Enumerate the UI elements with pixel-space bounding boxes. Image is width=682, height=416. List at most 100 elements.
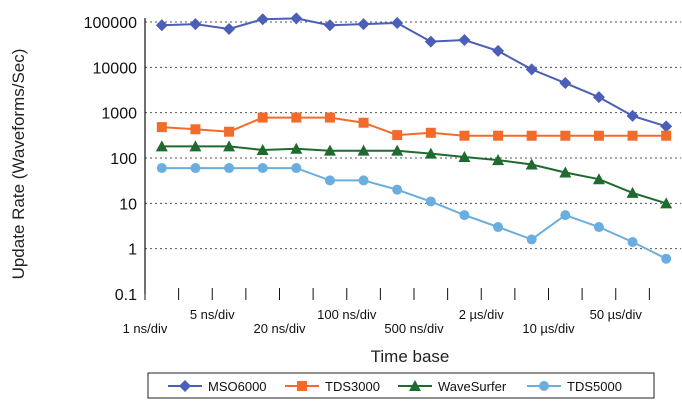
data-point — [425, 196, 436, 207]
data-point — [539, 381, 549, 391]
data-point — [224, 126, 235, 137]
data-point — [223, 140, 236, 152]
x-tick-labels: 1 ns/div 5 ns/div 20 ns/div 100 ns/div 500 n… — [123, 307, 643, 336]
data-point — [592, 91, 605, 104]
y-tick-label: 100000 — [84, 15, 137, 32]
x-tick-label: 1 ns/div — [123, 321, 168, 336]
legend-label: WaveSurfer — [438, 379, 507, 394]
data-point — [660, 197, 673, 209]
legend-item-tds5000: TDS5000 — [527, 379, 622, 394]
data-point — [357, 144, 370, 156]
x-tick-label: 50 µs/div — [590, 307, 643, 322]
data-point — [493, 130, 504, 141]
legend: MSO6000 TDS3000 WaveSurfer TDS5000 — [147, 372, 655, 399]
series-line — [161, 116, 667, 137]
legend-item-mso6000: MSO6000 — [168, 379, 267, 394]
data-point — [458, 151, 471, 163]
series-tds5000 — [156, 163, 672, 264]
data-point — [459, 210, 470, 221]
data-point — [358, 175, 369, 186]
data-point — [424, 35, 437, 48]
data-point — [179, 380, 191, 392]
data-point — [323, 19, 336, 32]
series-line — [161, 167, 667, 260]
series-line — [161, 145, 667, 205]
y-tick-label: 1000 — [101, 106, 137, 123]
data-point — [493, 222, 504, 233]
data-point — [661, 130, 672, 141]
axes — [144, 18, 650, 300]
series-mso6000 — [155, 12, 673, 133]
y-tick-label: 10 — [119, 196, 137, 213]
data-point — [593, 130, 604, 141]
x-tick-label: 5 ns/div — [190, 307, 235, 322]
x-tick-label: 10 µs/div — [522, 321, 575, 336]
x-tick-label: 500 ns/div — [384, 321, 444, 336]
y-gridlines — [145, 21, 681, 250]
data-point — [559, 166, 572, 178]
data-point — [425, 127, 436, 138]
legend-item-tds3000: TDS3000 — [285, 379, 380, 394]
x-tick-label: 100 ns/div — [317, 307, 377, 322]
data-point — [290, 142, 303, 154]
data-point — [189, 18, 202, 31]
data-point — [358, 117, 369, 128]
data-point — [189, 140, 202, 152]
data-point — [256, 144, 269, 156]
data-point — [424, 147, 437, 159]
data-point — [155, 140, 168, 152]
series-tds3000 — [156, 112, 672, 141]
x-tick-label: 2 µs/div — [459, 307, 505, 322]
data-point — [661, 253, 672, 264]
data-point — [291, 163, 302, 174]
data-point — [357, 18, 370, 31]
data-point — [324, 175, 335, 186]
data-point — [560, 210, 571, 221]
data-point — [525, 158, 538, 170]
data-point — [459, 130, 470, 141]
data-point — [626, 109, 639, 122]
data-point — [593, 222, 604, 233]
data-point — [190, 124, 201, 135]
data-point — [391, 17, 404, 30]
y-axis-label: Update Rate (Waveforms/Sec) — [9, 49, 28, 280]
data-point — [458, 34, 471, 47]
y-tick-label: 100 — [110, 151, 137, 168]
legend-label: TDS5000 — [567, 379, 622, 394]
data-point — [156, 163, 167, 174]
data-point — [392, 130, 403, 141]
data-point — [627, 237, 638, 248]
data-point — [324, 112, 335, 123]
legend-label: TDS3000 — [325, 379, 380, 394]
data-point — [559, 77, 572, 90]
data-point — [323, 144, 336, 156]
legend-item-wavesurfer: WaveSurfer — [398, 379, 507, 394]
data-point — [224, 163, 235, 174]
data-point — [190, 163, 201, 174]
data-point — [257, 163, 268, 174]
data-point — [297, 381, 307, 391]
data-point — [526, 234, 537, 245]
data-point — [492, 44, 505, 57]
data-point — [391, 144, 404, 156]
legend-label: MSO6000 — [208, 379, 267, 394]
data-point — [660, 120, 673, 133]
y-tick-label: 10000 — [93, 60, 138, 77]
data-point — [257, 112, 268, 123]
y-tick-labels: 0.1 1 10 100 1000 10000 100000 — [84, 15, 137, 304]
data-point — [526, 130, 537, 141]
y-tick-label: 0.1 — [115, 287, 137, 304]
data-point — [626, 186, 639, 198]
series-line — [161, 17, 667, 128]
data-point — [256, 13, 269, 26]
data-point — [156, 122, 167, 133]
data-point — [155, 19, 168, 32]
data-point — [627, 130, 638, 141]
data-point — [223, 23, 236, 36]
data-point — [409, 380, 421, 391]
series-wavesurfer — [155, 140, 673, 209]
data-point — [492, 154, 505, 166]
y-tick-label: 1 — [128, 242, 137, 259]
x-tick-label: 20 ns/div — [253, 321, 306, 336]
data-point — [291, 112, 302, 123]
